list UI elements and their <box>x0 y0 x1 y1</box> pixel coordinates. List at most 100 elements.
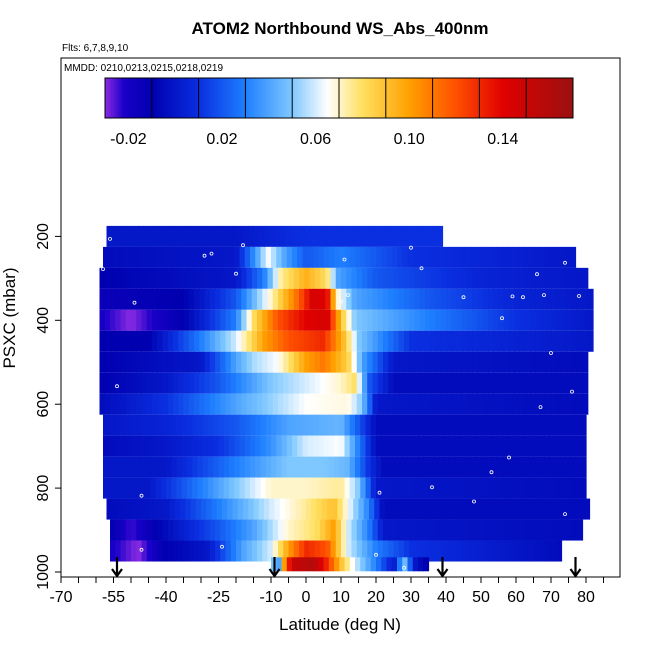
heatmap-cell <box>127 225 134 247</box>
heatmap-cell <box>530 540 536 562</box>
heatmap-cell <box>440 351 447 373</box>
x-tick-label: 40 <box>437 589 455 606</box>
heatmap-cell <box>519 288 526 310</box>
colorbar-swatch <box>187 78 190 118</box>
sample-point <box>538 405 543 410</box>
heatmap-cell <box>194 351 200 373</box>
heatmap-cell <box>339 456 346 478</box>
heatmap-cell <box>110 309 116 331</box>
heatmap-cell <box>225 288 232 310</box>
heatmap-cell <box>267 309 274 331</box>
x-tick-label: 30 <box>402 589 420 606</box>
heatmap-cell <box>152 540 158 562</box>
heatmap-cell <box>367 330 374 352</box>
heatmap-cell <box>388 330 395 352</box>
colorbar-swatch <box>127 78 130 118</box>
heatmap-cell <box>419 309 426 331</box>
colorbar-swatch <box>233 78 236 118</box>
colorbar-swatch <box>195 78 198 118</box>
heatmap-cell <box>367 540 374 562</box>
heatmap-cell <box>316 498 323 520</box>
heatmap-cell <box>565 435 571 457</box>
heatmap-cell <box>309 372 316 394</box>
heatmap-cell <box>267 540 274 562</box>
heatmap-cell <box>330 372 337 394</box>
heatmap-cell <box>467 540 473 562</box>
heatmap-cell <box>206 498 213 520</box>
heatmap-cell <box>124 435 130 457</box>
heatmap-cell <box>430 288 437 310</box>
heatmap-cell <box>391 456 398 478</box>
y-tick-label: 400 <box>35 307 52 334</box>
heatmap-cell <box>181 246 188 268</box>
colorbar-swatch <box>315 78 318 118</box>
heatmap-cell <box>230 351 237 373</box>
heatmap-cell <box>215 351 221 373</box>
heatmap-cell <box>353 498 360 520</box>
heatmap-cell <box>344 414 351 436</box>
heatmap-cell <box>110 288 116 310</box>
heatmap-cell <box>106 498 113 520</box>
heatmap-cell <box>435 288 442 310</box>
heatmap-cell <box>166 414 172 436</box>
heatmap-cell <box>474 498 480 520</box>
sample-point <box>209 251 214 256</box>
heatmap-cell <box>167 351 174 373</box>
heatmap-cell <box>404 372 410 394</box>
sample-point <box>104 547 109 552</box>
colorbar-swatch <box>363 78 366 118</box>
heatmap-cell <box>255 477 262 499</box>
heatmap-cell <box>225 351 232 373</box>
heatmap-cell <box>167 540 174 562</box>
heatmap-cell <box>418 557 424 572</box>
y-axis-label: PSXC (mbar) <box>0 267 19 368</box>
heatmap-cell <box>549 477 556 499</box>
heatmap-cell <box>551 351 557 373</box>
heatmap-cell <box>465 456 472 478</box>
heatmap-cell <box>239 456 246 478</box>
heatmap-cell <box>302 557 309 572</box>
heatmap-cell <box>472 351 479 373</box>
heatmap-cell <box>290 225 297 247</box>
colorbar-swatch <box>113 78 116 118</box>
heatmap-cell <box>412 414 419 436</box>
heatmap-cell <box>423 246 430 268</box>
heatmap-cell <box>117 225 123 247</box>
heatmap-cell <box>367 309 374 331</box>
heatmap-cell <box>129 477 136 499</box>
colorbar-swatch <box>143 78 146 118</box>
heatmap-cell <box>514 309 521 331</box>
heatmap-cell <box>526 498 533 520</box>
heatmap-cell <box>570 246 577 268</box>
heatmap-cell <box>414 519 421 541</box>
heatmap-cell <box>299 351 305 373</box>
heatmap-cell <box>209 540 216 562</box>
heatmap-cell <box>293 540 300 562</box>
heatmap-cell <box>209 393 216 415</box>
heatmap-cell <box>419 519 426 541</box>
heatmap-cell <box>374 225 381 247</box>
colorbar-swatch <box>445 78 448 118</box>
heatmap-cell <box>195 498 202 520</box>
heatmap-cell <box>124 477 130 499</box>
colorbar-swatch <box>495 78 498 118</box>
heatmap-cell <box>120 267 127 289</box>
heatmap-cell <box>292 557 298 572</box>
heatmap-cell <box>456 267 463 289</box>
heatmap-cell <box>314 330 321 352</box>
heatmap-cell <box>276 557 283 572</box>
heatmap-cell <box>155 414 162 436</box>
heatmap-cell <box>477 372 484 394</box>
heatmap-cell <box>346 330 353 352</box>
heatmap-cell <box>561 330 568 352</box>
heatmap-cell <box>404 540 410 562</box>
heatmap-cell <box>356 540 363 562</box>
heatmap-cell <box>514 540 521 562</box>
heatmap-cell <box>482 351 489 373</box>
heatmap-cell <box>435 330 442 352</box>
heatmap-cell <box>313 435 319 457</box>
heatmap-cell <box>321 225 328 247</box>
heatmap-cell <box>542 498 549 520</box>
heatmap-cell <box>220 393 227 415</box>
heatmap-cell <box>99 288 106 310</box>
